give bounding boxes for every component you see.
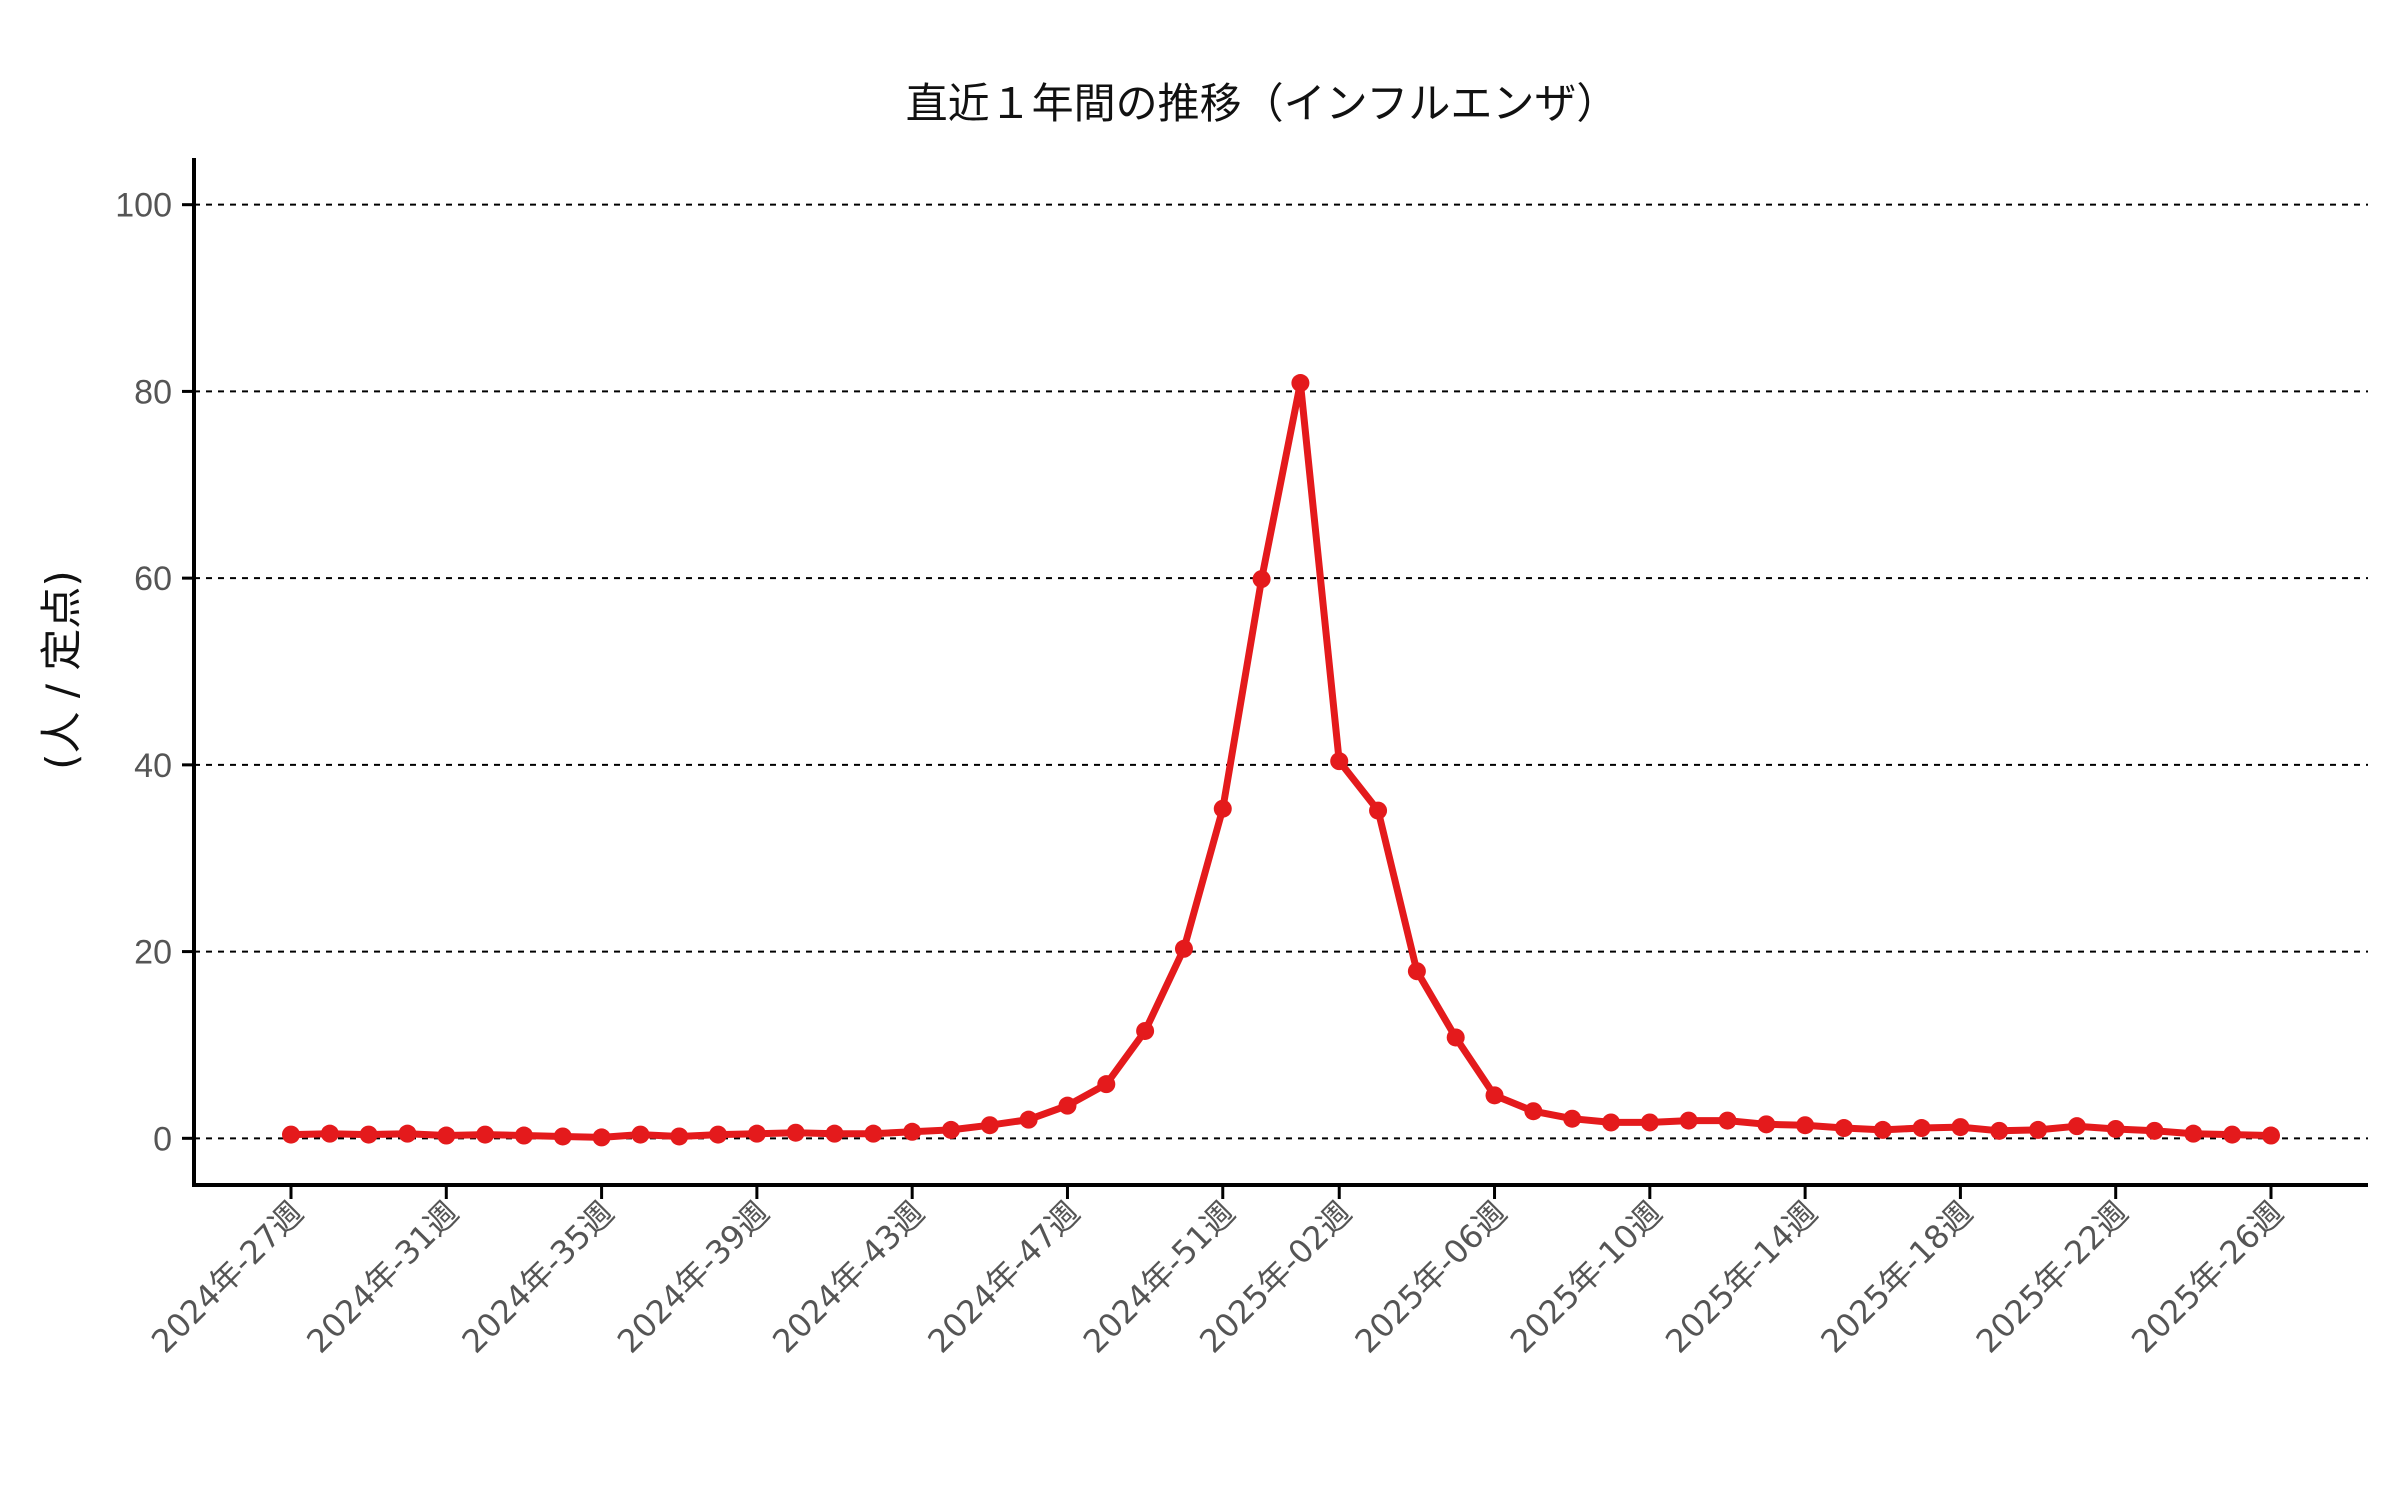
x-ticks: 2024年-27週2024年-31週2024年-35週2024年-39週2024… bbox=[144, 1185, 2291, 1360]
chart-title: 直近１年間の推移（インフルエンザ） bbox=[906, 79, 1619, 128]
data-point bbox=[2067, 1117, 2086, 1136]
data-point bbox=[786, 1123, 805, 1142]
data-point bbox=[1485, 1086, 1504, 1105]
data-point bbox=[553, 1127, 572, 1146]
data-point bbox=[1990, 1121, 2009, 1140]
data-point bbox=[1136, 1021, 1155, 1040]
data-point bbox=[282, 1125, 300, 1144]
data-point bbox=[1252, 570, 1271, 589]
data-point bbox=[747, 1124, 766, 1143]
data-point bbox=[437, 1126, 456, 1145]
y-tick-label: 80 bbox=[134, 373, 172, 411]
data-point bbox=[903, 1122, 922, 1141]
data-point bbox=[1291, 374, 1310, 393]
data-point bbox=[398, 1124, 417, 1143]
data-point bbox=[631, 1125, 650, 1144]
data-point bbox=[864, 1124, 883, 1143]
data-point bbox=[2223, 1125, 2242, 1144]
axes bbox=[192, 158, 2368, 1187]
data-point bbox=[476, 1125, 495, 1144]
data-point bbox=[1602, 1113, 1620, 1132]
y-tick-label: 0 bbox=[153, 1120, 172, 1158]
x-tick-label: 2024年-27週 bbox=[144, 1194, 311, 1361]
data-point bbox=[592, 1128, 611, 1147]
data-point bbox=[1019, 1110, 1038, 1129]
data-point bbox=[1757, 1115, 1776, 1134]
data-point bbox=[825, 1124, 844, 1143]
y-tick-label: 60 bbox=[134, 560, 172, 598]
x-tick-label: 2024年-39週 bbox=[610, 1194, 777, 1361]
data-point bbox=[1369, 801, 1388, 820]
x-tick-label: 2024年-35週 bbox=[455, 1194, 622, 1361]
x-tick-label: 2024年-31週 bbox=[299, 1194, 466, 1361]
series bbox=[282, 374, 2280, 1147]
data-point bbox=[1718, 1111, 1737, 1130]
data-point bbox=[1563, 1109, 1582, 1128]
data-point bbox=[1873, 1120, 1892, 1139]
data-point bbox=[1213, 799, 1232, 818]
data-point bbox=[1951, 1118, 1970, 1137]
data-point bbox=[1679, 1111, 1698, 1130]
data-point bbox=[709, 1125, 728, 1144]
y-axis-label: (人 / 定点) bbox=[37, 570, 86, 770]
data-point bbox=[1446, 1028, 1465, 1047]
data-point bbox=[2262, 1126, 2280, 1145]
data-point bbox=[670, 1127, 689, 1146]
y-tick-label: 20 bbox=[134, 934, 172, 972]
y-tick-label: 100 bbox=[115, 187, 172, 225]
data-point bbox=[1834, 1119, 1853, 1138]
data-point bbox=[1912, 1119, 1931, 1138]
x-tick-label: 2025年-26週 bbox=[2124, 1194, 2291, 1361]
data-point bbox=[1407, 962, 1426, 981]
data-point bbox=[2106, 1119, 2125, 1138]
data-point bbox=[1058, 1096, 1077, 1115]
x-tick-label: 2025年-06週 bbox=[1348, 1194, 1515, 1361]
x-tick-label: 2025年-10週 bbox=[1503, 1194, 1670, 1361]
data-point bbox=[2184, 1124, 2203, 1143]
data-point bbox=[1097, 1075, 1116, 1094]
data-point bbox=[320, 1124, 339, 1143]
data-point bbox=[1524, 1102, 1543, 1121]
data-point bbox=[514, 1126, 533, 1145]
y-ticks: 0 20 40 60 80 100 bbox=[115, 187, 194, 1158]
series-line bbox=[287, 379, 2275, 1141]
data-point bbox=[980, 1116, 999, 1135]
data-point bbox=[2145, 1121, 2164, 1140]
data-point bbox=[1174, 939, 1193, 958]
x-tick-label: 2025年-22週 bbox=[1969, 1194, 2136, 1361]
x-tick-label: 2024年-47週 bbox=[920, 1194, 1087, 1361]
y-tick-label: 40 bbox=[134, 747, 172, 785]
x-tick-label: 2024年-43週 bbox=[765, 1194, 932, 1361]
data-point bbox=[2029, 1120, 2048, 1139]
x-tick-label: 2025年-14週 bbox=[1658, 1194, 1825, 1361]
data-point bbox=[1796, 1116, 1815, 1135]
x-tick-label: 2025年-18週 bbox=[1813, 1194, 1980, 1361]
data-point bbox=[1330, 752, 1349, 771]
grid bbox=[194, 203, 2368, 1140]
data-point bbox=[942, 1120, 960, 1139]
data-point bbox=[1640, 1113, 1659, 1132]
data-point bbox=[359, 1125, 378, 1144]
